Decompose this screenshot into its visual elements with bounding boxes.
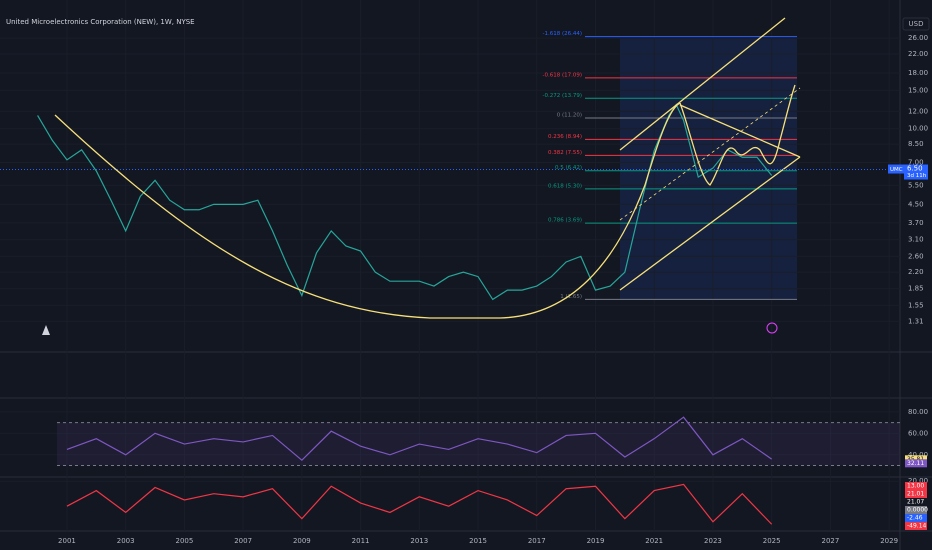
y-tick-label: 26.00 [908,34,928,42]
y-tick-label: 1.55 [908,301,924,309]
y-tick-label: 80.00 [908,408,928,416]
y-tick-label: 7.00 [908,158,924,166]
series-line [66,483,773,525]
symbol-label: UMC [890,167,903,173]
x-tick-label: 2029 [880,537,898,545]
value-badge [905,459,927,468]
y-tick-label: 15.00 [908,86,928,94]
fib-label: -0.618 (17.09) [542,72,582,78]
x-tick-label: 2025 [763,537,781,545]
logo [42,325,50,335]
value-badge [905,498,927,506]
value-badge [905,522,927,530]
y-tick-label: 12.00 [908,107,928,115]
y-tick-label: 1.31 [908,317,924,325]
currency: USD [909,20,924,28]
y-tick-label: 8.50 [908,140,924,148]
y-tick-label: 60.00 [908,429,928,437]
x-tick-label: 2009 [293,537,311,545]
value-badge-label: 21.07 [907,499,924,506]
x-tick-label: 2023 [704,537,722,545]
y-tick-label: 3.10 [908,236,924,244]
x-tick-label: 2007 [234,537,252,545]
fib-label: 0 (11.20) [557,112,582,118]
series-line [66,416,773,461]
fib-label: -0.272 (13.79) [542,93,582,99]
y-tick-label: 5.50 [908,181,924,189]
fib-label: 0.618 (5.30) [548,183,582,189]
value-badge-label: 21.01 [907,491,924,498]
event-icon[interactable] [766,322,778,334]
fib-label: 1 (1.65) [560,294,582,300]
fib-retracement: -1.618 (26.44) -0.618 (17.09) -0.272 (13.7… [542,31,797,300]
value-badge [905,514,927,522]
x-tick-label: 2017 [528,537,546,545]
fib-zone [620,38,797,300]
y-tick-label: 1.85 [908,285,924,293]
drawings [54,17,801,319]
value-badge [905,506,927,514]
chart-title: United Microelectronics Corporation (NEW… [6,18,195,26]
x-tick-label: 2001 [58,537,76,545]
y-tick-label: 2.20 [908,268,924,276]
value-badge-label: 32.11 [907,460,924,467]
x-tick-label: 2003 [117,537,135,545]
x-tick-label: 2021 [645,537,663,545]
y-tick-label: 40.00 [908,451,928,459]
currency-box [902,17,930,31]
value-badge-label: 0.0000 [907,507,928,514]
price-badge [904,164,928,180]
x-tick-label: 2027 [821,537,839,545]
countdown: 3d 11h [907,173,927,179]
value-badge-label: -2.46 [907,515,923,522]
y-tick-label: 4.50 [908,200,924,208]
y-tick-label: 2.60 [908,252,924,260]
value-badge-label: 13.00 [907,483,924,490]
rsi-band [57,422,900,466]
y-tick-label: 22.00 [908,50,928,58]
fib-label: 0.786 (3.69) [548,218,582,224]
channel-lower [619,156,801,291]
value-badge-label: -49.14 [907,523,927,530]
cup-curve [54,102,681,319]
triangle-upper [679,104,801,158]
wave-curve [679,84,796,186]
x-tick-label: 2011 [352,537,370,545]
fib-label: 0.5 (6.42) [555,165,582,171]
fib-label: 0.236 (8.94) [548,134,582,140]
price-label: 6.50 [907,165,923,173]
y-tick-label: 20.00 [908,477,928,485]
fib-label: -1.618 (26.44) [542,31,582,37]
x-tick-label: 2013 [410,537,428,545]
x-tick-label: 2005 [175,537,193,545]
grid [57,422,900,467]
x-tick-label: 2019 [587,537,605,545]
fib-label: 0.382 (7.55) [548,150,582,156]
channel-upper [619,17,786,151]
value-badge [905,482,927,490]
y-tick-label: 10.00 [908,125,928,133]
value-badge [905,490,927,498]
y-tick-label: 3.70 [908,219,924,227]
symbol-badge [888,164,904,174]
channel-mid [619,87,801,221]
x-tick-label: 2015 [469,537,487,545]
y-tick-label: 18.00 [908,69,928,77]
